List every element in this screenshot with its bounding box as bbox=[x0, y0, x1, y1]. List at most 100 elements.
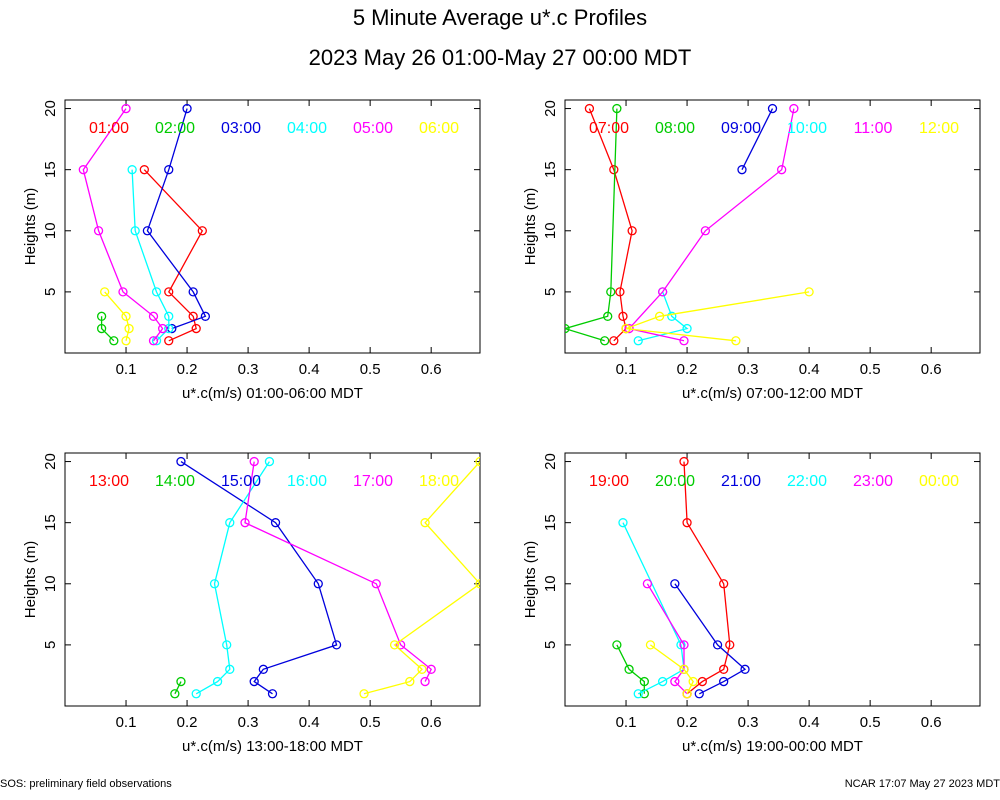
legend-label: 15:00 bbox=[221, 473, 261, 490]
x-tick-label: 0.5 bbox=[860, 361, 881, 378]
series-line bbox=[82, 108, 164, 342]
series-line bbox=[683, 461, 731, 695]
series-0100 bbox=[139, 165, 207, 346]
data-point bbox=[124, 323, 134, 334]
series-0200 bbox=[96, 311, 119, 346]
data-point bbox=[164, 165, 174, 175]
figure-title: 5 Minute Average u*.c Profiles bbox=[353, 5, 647, 30]
y-tick-label: 20 bbox=[542, 453, 559, 470]
data-point bbox=[191, 323, 201, 334]
series-line bbox=[104, 291, 130, 341]
x-axis-label: u*.c(m/s) 01:00-06:00 MDT bbox=[182, 385, 363, 402]
data-point bbox=[682, 689, 692, 699]
data-point bbox=[609, 336, 619, 346]
data-point bbox=[639, 689, 649, 699]
panel-3: 0.1 0.2 0.3 0.4 0.5 0.6 5 10 15 20 u*.c(m/s) 13:00… bbox=[22, 452, 481, 755]
x-tick-label: 0.1 bbox=[616, 361, 637, 378]
data-point bbox=[225, 664, 235, 674]
series-0300 bbox=[142, 103, 211, 334]
data-point bbox=[618, 311, 628, 321]
series-0500 bbox=[78, 103, 168, 346]
legend-label: 01:00 bbox=[89, 120, 129, 137]
data-point bbox=[679, 456, 689, 467]
data-point bbox=[170, 689, 180, 699]
series-line bbox=[638, 291, 689, 342]
data-point bbox=[176, 676, 186, 687]
series-line bbox=[565, 108, 618, 342]
data-point bbox=[164, 287, 174, 297]
data-point bbox=[225, 518, 235, 528]
data-point bbox=[258, 664, 268, 674]
data-point bbox=[420, 676, 430, 687]
series-1900 bbox=[679, 456, 735, 699]
data-point bbox=[359, 689, 369, 699]
series-0800 bbox=[565, 103, 622, 346]
data-point bbox=[270, 518, 281, 528]
x-axis-label: u*.c(m/s) 19:00-00:00 MDT bbox=[682, 738, 863, 755]
data-point bbox=[313, 579, 323, 589]
data-point bbox=[777, 165, 787, 175]
data-point bbox=[197, 226, 207, 236]
data-point bbox=[731, 336, 741, 346]
data-point bbox=[157, 323, 168, 334]
data-point bbox=[148, 336, 159, 346]
data-point bbox=[679, 336, 689, 346]
series-line bbox=[650, 644, 694, 695]
data-point bbox=[639, 676, 649, 687]
series-1500 bbox=[176, 456, 342, 699]
series-0700 bbox=[584, 103, 637, 346]
legend-label: 16:00 bbox=[287, 473, 327, 490]
series-line bbox=[588, 108, 633, 342]
legend-label: 14:00 bbox=[155, 473, 195, 490]
data-point bbox=[200, 311, 211, 321]
data-point bbox=[700, 226, 711, 236]
x-tick-label: 0.6 bbox=[921, 361, 942, 378]
y-axis-label: Heights (m) bbox=[22, 188, 39, 266]
data-point bbox=[371, 579, 381, 589]
data-point bbox=[670, 676, 680, 687]
y-tick-label: 10 bbox=[42, 222, 59, 239]
data-point bbox=[654, 311, 665, 321]
data-point bbox=[615, 287, 625, 297]
series-2100 bbox=[670, 579, 750, 699]
y-tick-label: 20 bbox=[542, 100, 559, 117]
x-tick-label: 0.3 bbox=[738, 714, 759, 731]
data-point bbox=[688, 676, 698, 687]
y-tick-label: 20 bbox=[42, 453, 59, 470]
data-point bbox=[127, 165, 137, 175]
data-point bbox=[600, 336, 610, 346]
legend-label: 11:00 bbox=[854, 120, 893, 137]
data-point bbox=[719, 676, 729, 687]
legend-label: 04:00 bbox=[287, 120, 327, 137]
series-1400 bbox=[170, 676, 186, 699]
data-point bbox=[331, 640, 342, 650]
data-point bbox=[130, 226, 140, 236]
series-line bbox=[180, 461, 338, 695]
legend-label: 17:00 bbox=[353, 473, 393, 490]
x-tick-label: 0.4 bbox=[299, 714, 320, 731]
legend-label: 06:00 bbox=[419, 120, 459, 137]
data-point bbox=[151, 287, 162, 297]
panel-2: 0.1 0.2 0.3 0.4 0.5 0.6 5 10 15 20 u*.c(m/s) 07:00… bbox=[522, 99, 981, 402]
x-axis-label: u*.c(m/s) 07:00-12:00 MDT bbox=[682, 385, 863, 402]
data-point bbox=[633, 336, 643, 346]
figure-subtitle: 2023 May 26 01:00-May 27 00:00 MDT bbox=[309, 45, 692, 70]
series-1600 bbox=[191, 456, 275, 699]
legend-label: 00:00 bbox=[919, 473, 959, 490]
data-point bbox=[167, 323, 177, 334]
legend-label: 08:00 bbox=[655, 120, 695, 137]
data-point bbox=[240, 518, 250, 528]
data-point bbox=[624, 323, 634, 334]
data-point bbox=[389, 640, 400, 650]
data-point bbox=[670, 579, 680, 589]
x-tick-label: 0.3 bbox=[238, 714, 259, 731]
x-tick-label: 0.4 bbox=[799, 361, 820, 378]
data-point bbox=[475, 579, 480, 589]
data-point bbox=[645, 640, 656, 650]
y-tick-label: 5 bbox=[542, 288, 559, 296]
legend-label: 21:00 bbox=[721, 473, 761, 490]
data-point bbox=[679, 664, 689, 674]
data-point bbox=[737, 165, 747, 175]
data-point bbox=[93, 226, 104, 236]
data-point bbox=[212, 676, 223, 687]
